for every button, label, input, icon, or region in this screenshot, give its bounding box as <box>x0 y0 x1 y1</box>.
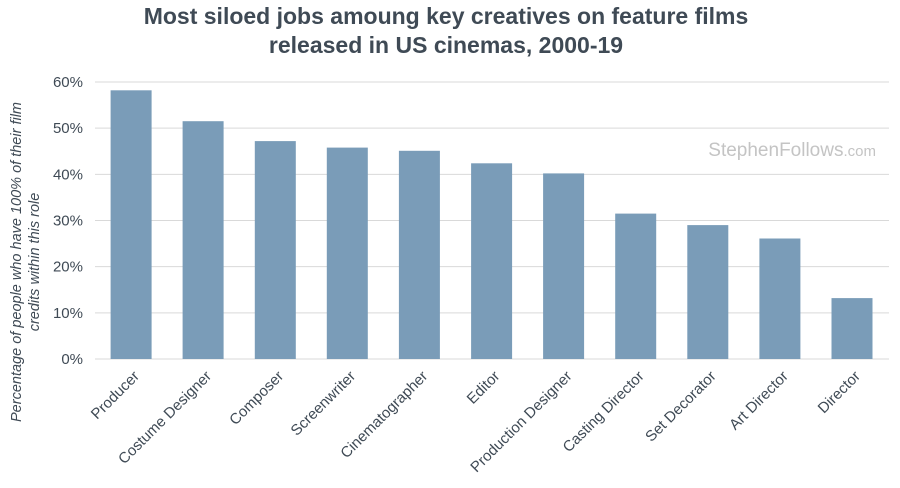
x-tick-label: Editor <box>464 368 504 408</box>
watermark-text: StephenFollows.com <box>708 140 876 161</box>
watermark-suffix: .com <box>843 143 876 160</box>
y-tick-label: 60% <box>53 74 83 91</box>
y-tick-label: 50% <box>53 120 83 137</box>
bar-costume-designer <box>182 121 224 359</box>
bar-editor <box>471 163 513 359</box>
y-axis-label-line-2: credits within this role <box>27 193 43 332</box>
x-tick-label: Screenwriter <box>288 368 360 440</box>
y-tick-label: 30% <box>53 213 83 230</box>
y-axis-label: Percentage of people who have 100% of th… <box>9 102 43 422</box>
bar-producer <box>110 90 152 360</box>
chart-title-line-1: Most siloed jobs amoung key creatives on… <box>144 3 749 29</box>
bar-set-decorator <box>687 225 729 359</box>
x-tick-label: Art Director <box>726 368 792 434</box>
watermark-main: StephenFollows <box>708 140 843 161</box>
bars <box>110 90 873 360</box>
x-tick-label: Producer <box>88 368 143 423</box>
chart-title-line-2: released in US cinemas, 2000-19 <box>269 32 623 58</box>
x-tick-label: Set Decorator <box>642 368 719 445</box>
y-tick-label: 0% <box>61 351 83 368</box>
y-tick-label: 40% <box>53 166 83 183</box>
bar-director <box>831 298 873 359</box>
bar-composer <box>254 141 296 359</box>
bar-cinematographer <box>398 150 440 359</box>
chart-title: Most siloed jobs amoung key creatives on… <box>144 3 749 58</box>
bar-art-director <box>759 238 801 359</box>
y-axis-label-line-1: Percentage of people who have 100% of th… <box>9 102 25 422</box>
bar-casting-director <box>615 213 657 359</box>
y-axis-tick-labels: 0% 10% 20% 30% 40% 50% 60% <box>53 74 83 368</box>
bar-production-designer <box>543 173 585 359</box>
x-tick-label: Director <box>815 368 864 417</box>
bar-screenwriter <box>326 147 368 359</box>
y-tick-label: 10% <box>53 305 83 322</box>
x-tick-label: Composer <box>226 368 287 429</box>
y-tick-label: 20% <box>53 259 83 276</box>
